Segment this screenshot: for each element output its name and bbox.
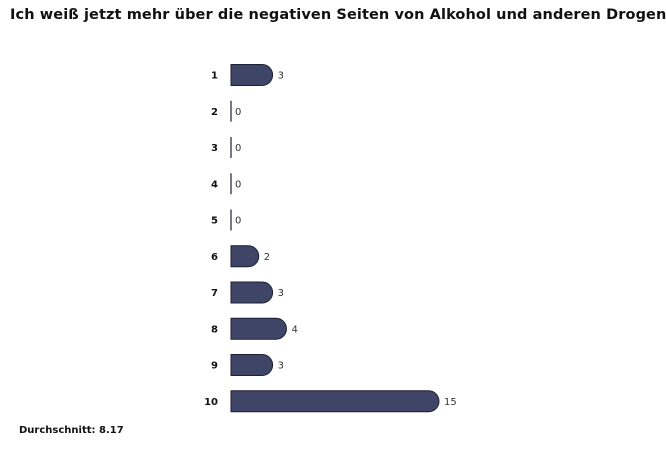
value-label-5: 0 xyxy=(235,216,241,227)
category-label-2: 2 xyxy=(211,107,218,118)
value-label-9: 3 xyxy=(278,361,284,372)
bar-10 xyxy=(230,390,440,413)
category-label-9: 9 xyxy=(211,361,218,372)
bar-7 xyxy=(230,281,274,304)
value-label-10: 15 xyxy=(444,397,457,408)
category-label-7: 7 xyxy=(211,288,218,299)
category-label-4: 4 xyxy=(211,179,218,190)
bar-8 xyxy=(230,317,287,340)
category-label-8: 8 xyxy=(211,324,218,335)
value-label-3: 0 xyxy=(235,143,241,154)
value-label-4: 0 xyxy=(235,179,241,190)
value-label-2: 0 xyxy=(235,107,241,118)
chart-title: Ich weiß jetzt mehr über die negativen S… xyxy=(10,7,666,23)
value-label-6: 2 xyxy=(264,252,270,263)
bar-9 xyxy=(230,354,274,376)
value-label-1: 3 xyxy=(278,71,284,82)
bar-6 xyxy=(230,245,260,268)
category-label-10: 10 xyxy=(204,397,218,408)
bar-1 xyxy=(230,64,274,86)
category-label-5: 5 xyxy=(211,216,218,227)
category-label-3: 3 xyxy=(211,143,218,154)
category-label-1: 1 xyxy=(211,71,218,82)
average-label: Durchschnitt: 8.17 xyxy=(19,425,124,436)
category-label-6: 6 xyxy=(211,252,218,263)
value-label-8: 4 xyxy=(291,324,297,335)
value-label-7: 3 xyxy=(278,288,284,299)
